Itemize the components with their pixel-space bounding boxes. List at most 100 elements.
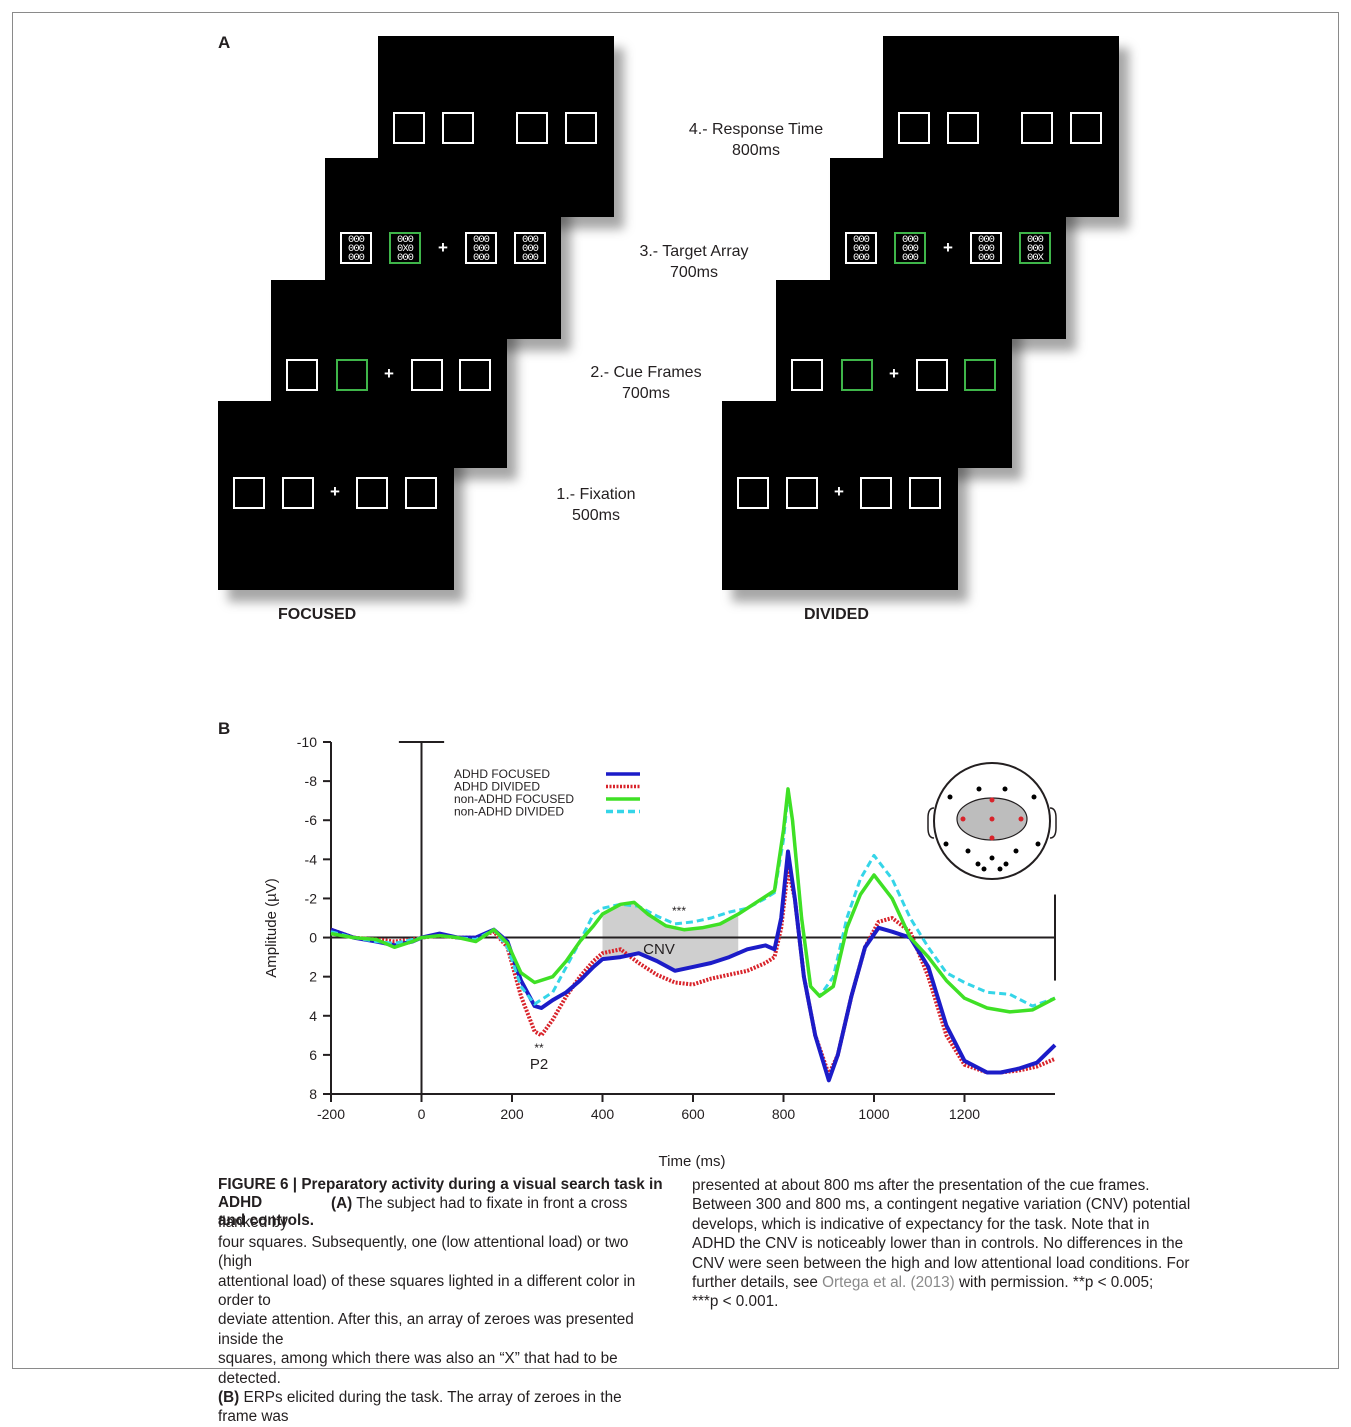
step-label-1: 1.- Fixation 500ms	[556, 486, 636, 524]
cued-frame-square	[964, 359, 996, 391]
series-line-adhd-divided	[330, 867, 1056, 1077]
series-line-adhd-focused	[330, 849, 1057, 1083]
frame-square	[909, 477, 941, 509]
x-tick-label: 1000	[858, 1106, 889, 1122]
array-square: 000 000 000	[845, 232, 877, 264]
array-square: 000 000 000	[970, 232, 1002, 264]
frame-square	[791, 359, 823, 391]
panel-a-label: A	[218, 33, 231, 52]
series-line-non-adhd-focused	[330, 787, 1056, 1014]
frame-square	[393, 112, 425, 144]
fixation-cross: +	[834, 482, 844, 501]
frame-square	[282, 477, 314, 509]
legend-label: non-ADHD FOCUSED	[454, 792, 574, 806]
fixation-cross: +	[943, 238, 953, 257]
frame-square	[737, 477, 769, 509]
caption-line: ***p < 0.001.	[692, 1293, 779, 1311]
frame-square	[516, 112, 548, 144]
p2-label: P2	[530, 1056, 548, 1073]
figure-caption-col1-body: (A) The subject had to fixate in front a…	[218, 1194, 663, 1427]
y-tick-label: 4	[309, 1008, 317, 1024]
figure-caption-col2: presented at about 800 ms after the pres…	[692, 1176, 1332, 1312]
y-tick-label: -2	[305, 890, 318, 906]
series-line-non-adhd-divided	[330, 793, 1056, 1008]
fixation-cross: +	[384, 364, 394, 383]
x-tick-label: 0	[418, 1106, 426, 1122]
condition-divided-label: DIVIDED	[804, 606, 869, 623]
frame-square	[565, 112, 597, 144]
step-label-2: 2.- Cue Frames 700ms	[590, 364, 702, 402]
x-tick-label: 800	[772, 1106, 796, 1122]
frame-square	[233, 477, 265, 509]
figure-title: FIGURE 6 | Preparatory activity during a…	[218, 1176, 663, 1229]
y-tick-label: 8	[309, 1086, 317, 1102]
caption-line: attentional load) of these squares light…	[218, 1272, 636, 1310]
y-tick-label: -6	[305, 812, 318, 828]
caption-line: (A) The subject had to fixate in front a…	[218, 1195, 628, 1232]
cued-frame-square	[336, 359, 368, 391]
erp-line-chart: -10 -8 -6 -4 -2 0 2 4 6 8-200 0 200 400 600 800 1000 120…	[263, 734, 1057, 1170]
array-square: 000 000 000	[514, 232, 546, 264]
y-axis-label: Amplitude (µV)	[263, 878, 280, 978]
cued-frame-square	[841, 359, 873, 391]
frame-square	[947, 112, 979, 144]
frame-square	[786, 477, 818, 509]
array-square-cued: 000 0X0 000	[389, 232, 421, 264]
fixation-cross: +	[889, 364, 899, 383]
frame-square	[860, 477, 892, 509]
x-tick-label: 200	[500, 1106, 524, 1122]
array-square: 000 000 000	[340, 232, 372, 264]
fixation-cross: +	[330, 482, 340, 501]
frame-square	[442, 112, 474, 144]
reference-link[interactable]: Ortega et al. (2013)	[822, 1274, 955, 1292]
focused-screen-fixation: +	[218, 401, 454, 590]
condition-focused-label: FOCUSED	[278, 606, 357, 623]
figure-frame	[12, 12, 1339, 1369]
caption-line: CNV were seen between the high and low a…	[692, 1254, 1190, 1272]
legend-label: ADHD FOCUSED	[454, 767, 550, 781]
y-tick-label: 0	[309, 930, 317, 946]
y-tick-label: 6	[309, 1047, 317, 1063]
caption-line: develops, which is indicative of expecta…	[692, 1215, 1150, 1233]
y-tick-label: -8	[305, 773, 318, 789]
y-tick-label: 2	[309, 969, 317, 985]
frame-square	[1021, 112, 1053, 144]
caption-line: Between 300 and 800 ms, a contingent neg…	[692, 1196, 1191, 1214]
caption-line: squares, among which there was also an “…	[218, 1350, 618, 1387]
array-square-cued: 000 000 000	[894, 232, 926, 264]
x-tick-label: -200	[317, 1106, 345, 1122]
x-tick-label: 1200	[949, 1106, 980, 1122]
cnv-significance: ***	[672, 904, 686, 918]
head-electrode-map-icon	[927, 762, 1057, 880]
frame-square	[898, 112, 930, 144]
frame-square	[286, 359, 318, 391]
frame-square	[1070, 112, 1102, 144]
frame-square	[356, 477, 388, 509]
divided-screen-fixation: +	[722, 401, 958, 590]
caption-line: (B) ERPs elicited during the task. The a…	[218, 1389, 622, 1426]
x-tick-label: 600	[681, 1106, 705, 1122]
p2-significance: **	[534, 1041, 544, 1055]
caption-line: four squares. Subsequently, one (low att…	[218, 1233, 629, 1271]
step-label-4: 4.- Response Time 800ms	[688, 121, 824, 159]
caption-line: deviate attention. After this, an array …	[218, 1311, 634, 1348]
array-square: 000 000 000	[465, 232, 497, 264]
frame-square	[916, 359, 948, 391]
legend-label: non-ADHD DIVIDED	[454, 805, 564, 819]
x-axis-label: Time (ms)	[659, 1153, 726, 1170]
frame-square	[411, 359, 443, 391]
y-tick-label: -4	[305, 851, 318, 867]
legend-label: ADHD DIVIDED	[454, 780, 540, 794]
step-label-3: 3.- Target Array 700ms	[639, 243, 749, 281]
x-tick-label: 400	[591, 1106, 615, 1122]
cnv-label: CNV	[643, 941, 675, 958]
array-square-cued-target: 000 000 00X	[1019, 232, 1051, 264]
frame-square	[459, 359, 491, 391]
caption-line: further details, see Ortega et al. (2013…	[692, 1274, 1154, 1292]
panel-b-label: B	[218, 719, 231, 738]
caption-line: ADHD the CNV is noticeably lower than in…	[692, 1235, 1184, 1253]
fixation-cross: +	[438, 238, 448, 257]
figure-caption-col1: FIGURE 6 | Preparatory activity during a…	[218, 1176, 663, 1230]
caption-line: presented at about 800 ms after the pres…	[692, 1177, 1150, 1194]
y-tick-label: -10	[297, 734, 317, 750]
